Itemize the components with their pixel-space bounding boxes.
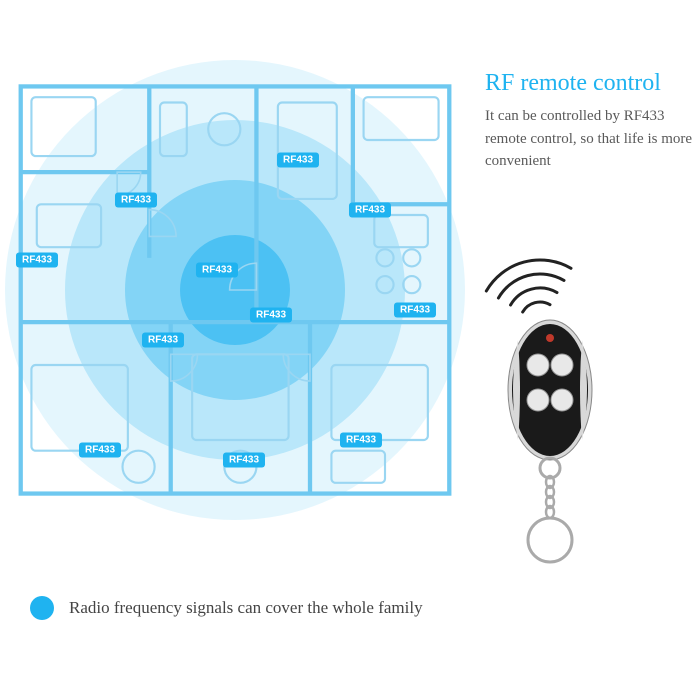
remote-button[interactable]	[551, 389, 573, 411]
furniture-sofa	[31, 97, 95, 156]
furniture-counter	[364, 97, 439, 140]
furniture-kitchen	[37, 204, 101, 247]
rf-badge: RF433	[142, 333, 184, 348]
caption-row: Radio frequency signals can cover the wh…	[30, 596, 423, 620]
door-arc	[283, 354, 310, 381]
rf-badge: RF433	[394, 303, 436, 318]
remote-button[interactable]	[527, 389, 549, 411]
furniture-rug1	[123, 451, 155, 483]
rf-badge: RF433	[79, 443, 121, 458]
rf-badge: RF433	[250, 308, 292, 323]
rf-badge: RF433	[115, 193, 157, 208]
keyring-large-icon	[528, 518, 572, 562]
remote-area	[470, 250, 630, 550]
door-arc	[171, 354, 198, 381]
furniture-table	[374, 215, 428, 247]
furniture-desk	[331, 451, 385, 483]
rf-badge: RF433	[16, 253, 58, 268]
remote-button[interactable]	[527, 354, 549, 376]
furniture-chair1	[376, 249, 393, 266]
signal-arc-icon	[498, 274, 564, 298]
furniture-bed3	[331, 365, 427, 440]
caption-text: Radio frequency signals can cover the wh…	[69, 598, 423, 618]
furniture-sofa2	[278, 103, 337, 199]
furniture-chair4	[403, 276, 420, 293]
rf-badge: RF433	[349, 203, 391, 218]
signal-arc-icon	[523, 302, 550, 312]
text-block: RF remote control It can be controlled b…	[485, 70, 700, 173]
remote-svg	[470, 250, 630, 570]
remote-button[interactable]	[551, 354, 573, 376]
caption-dot-icon	[30, 596, 54, 620]
remote-face	[512, 324, 588, 456]
floorplan-area: RF433 RF433 RF433 RF433 RF433 RF433 RF433 RF433…	[10, 40, 460, 540]
rf-badge: RF433	[340, 433, 382, 448]
furniture-toilet	[160, 103, 187, 157]
rf-badge: RF433	[223, 453, 265, 468]
furniture-chair3	[376, 276, 393, 293]
rf-badge: RF433	[196, 263, 238, 278]
subtitle: It can be controlled by RF433 remote con…	[485, 105, 700, 173]
door-arc	[149, 210, 176, 237]
remote-led-icon	[546, 334, 554, 342]
furniture-sink	[208, 113, 240, 145]
furniture-bed2	[192, 354, 288, 440]
furniture-chair2	[403, 249, 420, 266]
title: RF remote control	[485, 70, 700, 97]
infographic-root: RF433 RF433 RF433 RF433 RF433 RF433 RF433 RF433…	[0, 0, 700, 700]
furniture-bed1	[31, 365, 127, 451]
rf-badge: RF433	[277, 153, 319, 168]
